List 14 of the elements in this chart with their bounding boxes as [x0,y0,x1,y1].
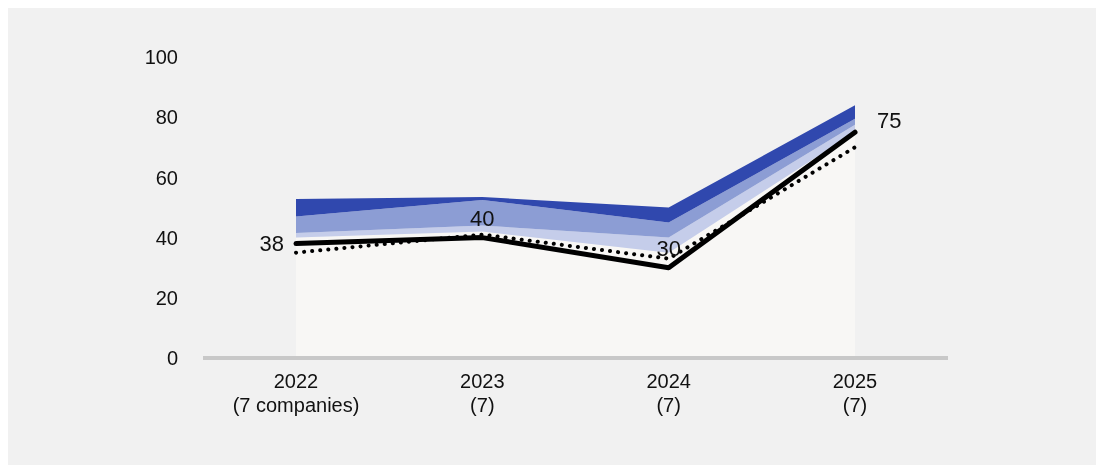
data-label: 40 [470,205,495,231]
data-label: 38 [259,230,284,256]
y-tick-label: 100 [144,46,178,69]
y-tick-label: 0 [166,347,178,370]
x-tick-label: 2022 (7 companies) [232,370,360,416]
y-tick-label: 80 [155,106,178,129]
data-label: 30 [656,235,681,261]
y-tick-label: 40 [155,226,178,249]
x-tick-label: 2024 (7) [646,370,691,416]
y-tick-label: 60 [155,166,178,189]
x-tick-label: 2023 (7) [460,370,505,416]
data-label: 75 [877,108,902,134]
y-tick-label: 20 [155,286,178,309]
x-tick-label: 2025 (7) [832,370,878,416]
